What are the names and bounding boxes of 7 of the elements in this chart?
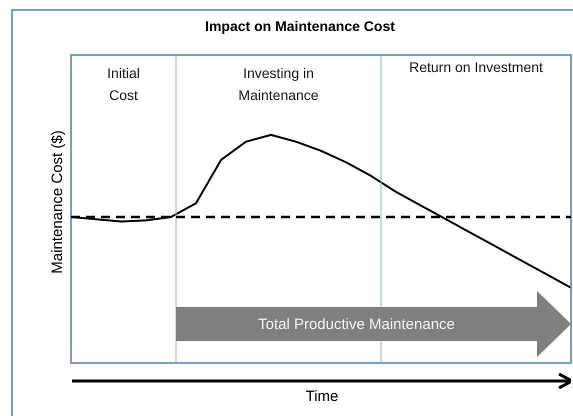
- text: Return on Investment: [409, 58, 544, 75]
- chart-title: Impact on Maintenance Cost: [205, 18, 396, 34]
- y-axis-title: Maintenance Cost ($): [49, 130, 66, 274]
- text: Initial Cost: [107, 64, 140, 103]
- x-axis-title: Time: [306, 388, 338, 406]
- annotation: Total Productive Maintenance: [176, 307, 537, 341]
- text: Investing in Maintenance: [238, 64, 319, 103]
